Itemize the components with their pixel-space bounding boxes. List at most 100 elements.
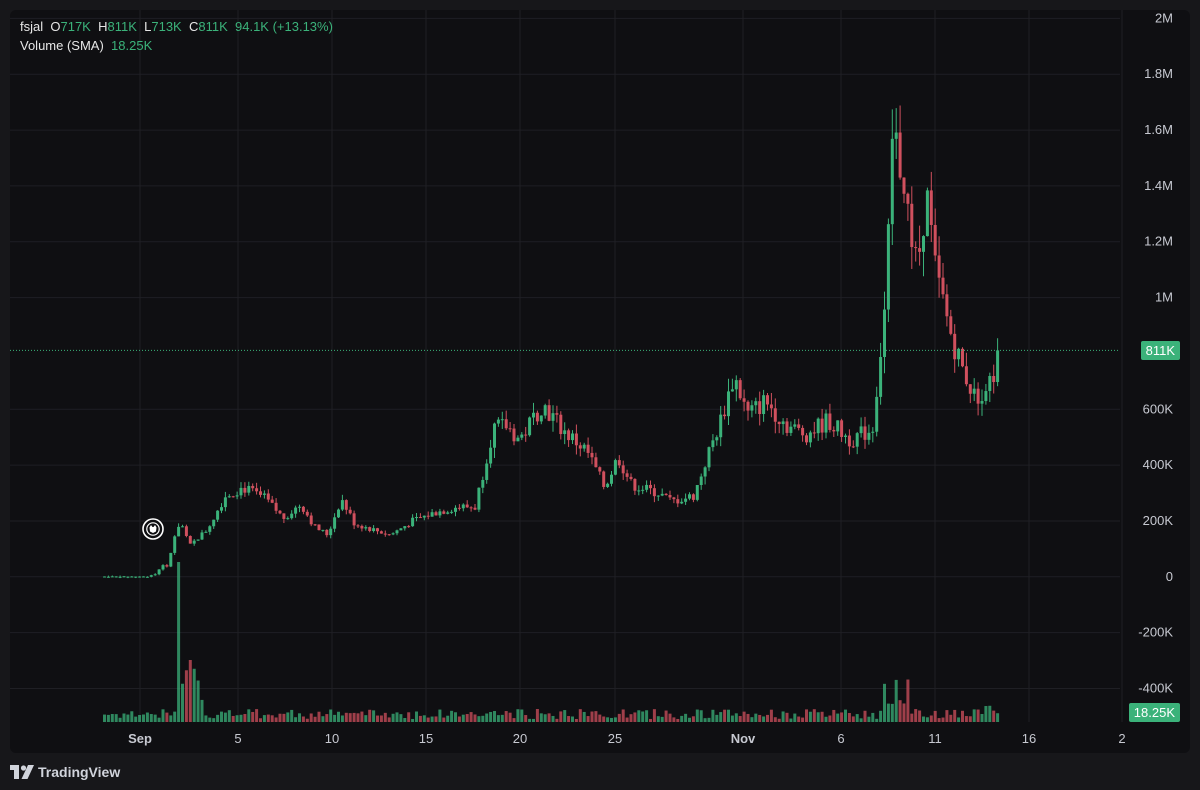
candle-body [422, 515, 426, 518]
y-tick-label: 1.4M [1144, 178, 1173, 193]
candle-body [656, 495, 660, 497]
candle-body [902, 177, 906, 194]
volume-bar [247, 709, 251, 722]
candle-body [528, 417, 532, 436]
candle-body [785, 421, 789, 433]
volume-bar [766, 714, 769, 722]
volume-bar [364, 715, 368, 722]
candle-body [836, 420, 840, 432]
volume-bar [173, 711, 177, 722]
volume-bar [329, 709, 333, 722]
candle-body [153, 574, 157, 576]
volume-bar [641, 711, 645, 722]
volume-bar [473, 714, 477, 722]
y-tick-label: 1M [1155, 290, 1173, 305]
candle-body [680, 501, 684, 504]
candle-body [867, 432, 871, 440]
volume-bar [360, 711, 364, 722]
volume-bar [325, 714, 329, 722]
volume-bar [337, 711, 340, 722]
candle-body [828, 413, 832, 430]
symbol-name[interactable]: fsjal [20, 19, 44, 34]
volume-bar [282, 713, 286, 722]
volume-bar [613, 717, 617, 722]
candle-body [399, 528, 403, 531]
volume-bar [992, 710, 996, 722]
candle-body [294, 507, 298, 514]
volume-bar [543, 714, 547, 722]
y-axis-labels: 2M 1.8M 1.6M 1.4M 1.2M 1M 600K 400K 200K 0 -200K -4… [1138, 10, 1173, 695]
candle-body [684, 498, 688, 502]
event-marker-icon[interactable] [142, 518, 164, 540]
volume-legend[interactable]: Volume (SMA) 18.25K [20, 38, 152, 54]
candle-body [699, 476, 703, 486]
volume-bar [808, 711, 812, 722]
volume-bar [321, 716, 325, 722]
volume-bar [602, 716, 606, 722]
last-price-tag: 811K [1140, 341, 1180, 361]
candle-body [454, 507, 457, 512]
volume-bar [379, 715, 383, 722]
candle-body [980, 401, 984, 404]
candle-body [886, 224, 890, 310]
volume-bar [688, 717, 691, 722]
candle-body [340, 500, 344, 510]
candle-body [769, 404, 773, 409]
volume-bar [871, 712, 875, 722]
volume-bar [762, 716, 766, 722]
candle-body [617, 460, 621, 466]
volume-bar [937, 718, 941, 722]
volume-bar [532, 718, 535, 722]
candle-body [321, 529, 325, 531]
volume-bar [493, 711, 496, 722]
volume-bars [103, 562, 1000, 722]
volume-bar [262, 715, 266, 722]
volume-bar [142, 714, 145, 722]
candle-body [719, 414, 723, 438]
candle-body [730, 389, 734, 392]
candle-body [169, 552, 173, 567]
volume-bar [711, 709, 715, 722]
candle-body [500, 419, 504, 421]
volume-bar [582, 711, 586, 722]
volume-bar [103, 714, 106, 722]
candle-body [395, 530, 399, 534]
candle-body [922, 236, 925, 252]
volume-bar [914, 709, 918, 722]
candle-body [426, 515, 430, 517]
volume-bar [122, 713, 126, 722]
candle-body [875, 396, 879, 432]
candle-body [329, 528, 333, 536]
y-tick-label: 1.6M [1144, 122, 1173, 137]
volume-bar [820, 711, 824, 722]
x-tick-label: 2 [1118, 731, 1125, 746]
volume-bar [703, 718, 707, 722]
candle-body [274, 502, 278, 511]
candle-body [364, 527, 368, 529]
volume-bar [777, 718, 781, 722]
volume-bar [496, 715, 500, 722]
x-tick-label: 20 [513, 731, 527, 746]
volume-bar [153, 714, 157, 722]
volume-bar [216, 714, 220, 722]
volume-bar [906, 679, 910, 722]
candle-body [450, 511, 454, 513]
chart-plot[interactable]: 2M 1.8M 1.6M 1.4M 1.2M 1M 600K 400K 200K 0 -200K -4… [10, 10, 1190, 753]
volume-bar [961, 710, 964, 722]
volume-bar [422, 715, 426, 722]
volume-bar [851, 716, 855, 722]
tradingview-logo[interactable]: TradingView [10, 762, 120, 782]
volume-bar [235, 715, 239, 722]
candle-body [610, 474, 613, 484]
chart-frame[interactable]: 2M 1.8M 1.6M 1.4M 1.2M 1M 600K 400K 200K 0 -200K -4… [10, 10, 1190, 753]
y-tick-label: 1.8M [1144, 66, 1173, 81]
candle-body [937, 255, 941, 278]
volume-bar [816, 712, 820, 722]
volume-bar [372, 710, 376, 722]
volume-bar [301, 716, 305, 722]
volume-bar [578, 709, 582, 722]
volume-bar [707, 717, 711, 722]
candle-body [645, 484, 649, 490]
volume-label: Volume (SMA) [20, 38, 104, 53]
candle-body [434, 512, 438, 516]
